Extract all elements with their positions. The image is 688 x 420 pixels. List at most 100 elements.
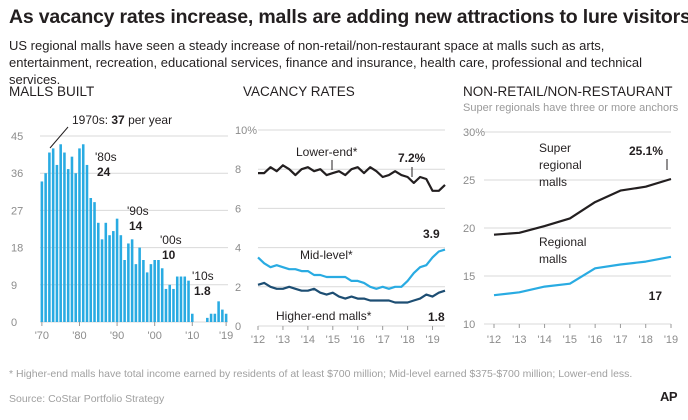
bar (89, 198, 93, 322)
x-tick-label: '14 (537, 334, 551, 346)
bar (108, 235, 111, 322)
x-tick-label: '80 (72, 330, 86, 342)
non-retail-title: NON-RETAIL/NON-RESTAURANT (463, 84, 673, 99)
bar (78, 148, 81, 322)
x-tick-label: '12 (487, 334, 501, 346)
bar (51, 148, 55, 322)
x-tick-label: '10 (185, 330, 199, 342)
x-tick-label: '70 (35, 330, 49, 342)
y-tick-label: 8 (235, 164, 241, 176)
bar (55, 164, 59, 322)
bar (164, 288, 168, 322)
y-tick-label: 18 (11, 243, 23, 255)
end-value-label: 1.8 (428, 310, 445, 324)
bar (183, 276, 187, 322)
annotation-decade: '90s (127, 204, 149, 218)
series-label: regional (539, 158, 582, 172)
bar (213, 313, 217, 322)
y-tick-label: 45 (11, 131, 23, 143)
bar (134, 264, 138, 322)
y-tick-label: 10 (463, 319, 475, 331)
bar (191, 313, 194, 322)
bar (206, 317, 209, 322)
bar (66, 169, 70, 322)
bar (70, 156, 74, 322)
bar (172, 288, 175, 322)
bar (153, 260, 156, 322)
series-label: Lower-end* (296, 145, 358, 159)
series-line (257, 281, 446, 304)
bar (44, 173, 47, 322)
bar (160, 268, 164, 322)
series-label: Higher-end malls* (276, 309, 372, 323)
x-tick-label: '17 (375, 334, 389, 346)
malls-built-title: MALLS BUILT (9, 84, 95, 99)
x-tick-label: '19 (219, 330, 233, 342)
bar (224, 313, 228, 322)
y-tick-label: 2 (235, 282, 241, 294)
non-retail-subtitle: Super regionals have three or more ancho… (463, 102, 679, 114)
bar (97, 222, 100, 322)
series-line (493, 255, 672, 297)
x-tick-label: '90 (110, 330, 124, 342)
annotation-decade: '10s (192, 269, 214, 283)
y-tick-label: 30% (463, 127, 485, 139)
bar (48, 152, 51, 322)
vacancy-rates-title: VACANCY RATES (243, 84, 355, 99)
bar (81, 144, 85, 322)
bar (59, 144, 62, 322)
bar (157, 260, 160, 322)
annotation-1970s: 1970s: 37 per year (72, 113, 172, 127)
series-label: malls (539, 252, 567, 266)
bar (217, 301, 220, 322)
x-tick-label: '19 (664, 334, 678, 346)
x-tick-label: '18 (400, 334, 414, 346)
bar (112, 231, 115, 322)
annotation-value: 14 (129, 219, 143, 233)
annotation-decade: '80s (95, 150, 117, 164)
bar (168, 284, 171, 322)
x-tick-label: '15 (563, 334, 577, 346)
x-tick-label: '15 (326, 334, 340, 346)
bar (142, 260, 145, 322)
annotation-value: 10 (162, 248, 176, 262)
bar (63, 152, 66, 322)
bar (40, 181, 44, 322)
end-value-label: 7.2% (398, 151, 426, 165)
bar (115, 218, 119, 322)
y-tick-label: 15 (463, 271, 475, 283)
bar (85, 164, 89, 322)
page-subtitle: US regional malls have seen a steady inc… (9, 38, 643, 87)
bar (187, 280, 190, 322)
bar (123, 260, 126, 322)
bar (138, 247, 141, 322)
bar (209, 313, 213, 322)
bar (221, 309, 224, 322)
x-tick-label: '14 (301, 334, 315, 346)
y-tick-label: 6 (235, 203, 241, 215)
x-tick-label: '16 (588, 334, 602, 346)
series-label: Regional (539, 235, 586, 249)
series-label: Mid-level* (300, 248, 353, 262)
series-line (258, 164, 446, 192)
bar (127, 243, 130, 322)
series-label: Super (539, 141, 571, 155)
y-tick-label: 36 (11, 168, 23, 180)
bar (130, 239, 134, 322)
x-tick-label: '13 (276, 334, 290, 346)
bar (145, 272, 149, 322)
x-tick-label: '17 (613, 334, 627, 346)
annotation-decade: '00s (160, 233, 182, 247)
x-tick-label: '12 (251, 334, 265, 346)
annotation-value: 24 (97, 165, 111, 179)
series-label: malls (539, 175, 567, 189)
x-tick-label: '00 (148, 330, 162, 342)
x-tick-label: '18 (639, 334, 653, 346)
bar (119, 235, 123, 322)
bar (74, 173, 77, 322)
annotation-value: 1.8 (194, 284, 211, 298)
source-note: Source: CoStar Portfolio Strategy (9, 393, 165, 405)
